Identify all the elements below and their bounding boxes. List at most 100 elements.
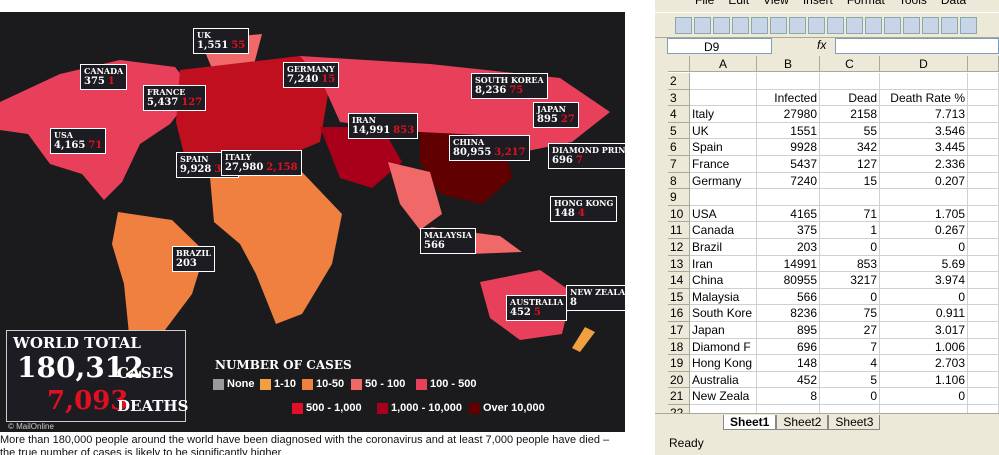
cell [968,322,999,339]
case-count: 8,236 [475,85,507,96]
cell: South Kore [690,305,757,322]
death-count: 55 [231,40,246,51]
formula-bar[interactable] [835,38,999,54]
country-label: BRAZIL 203 [172,246,215,272]
toolbar-button[interactable] [827,17,844,34]
cell: 3.546 [880,122,968,140]
toolbar-button[interactable] [770,17,787,34]
toolbar-button[interactable] [751,17,768,34]
cell [690,73,757,90]
death-count: 2,158 [266,162,298,173]
country-name: USA [54,130,73,140]
cell: 0 [880,288,968,306]
row-header: 16 [668,305,690,322]
count-row: 696 7 [552,155,625,166]
death-count: 127 [181,97,203,108]
cell: Brazil [690,239,757,256]
toolbar-button[interactable] [884,17,901,34]
cell: 9928 [757,139,820,156]
menu-item[interactable]: Data [940,0,967,7]
menu-item[interactable]: Insert [802,0,833,7]
cell: 1551 [757,122,820,140]
legend-label: 100 - 500 [430,378,477,390]
row-header: 13 [668,255,690,273]
world-total-title: WORLD TOTAL [13,334,141,352]
map-graphic: CANADA 375 1 UK 1,551 55 FRANCE 5,437 127 GERMANY… [0,12,625,432]
death-count: 27 [560,114,575,125]
count-row: 1,551 55 [197,40,245,51]
south-asia [388,162,442,230]
cell: 0 [820,239,880,256]
country-label: CANADA 375 1 [80,64,128,90]
row-header: 2 [668,73,690,90]
country-label: UK 1,551 55 [193,28,250,54]
menu-item[interactable]: Tools [898,0,927,7]
legend-swatch [213,378,224,390]
cell: Diamond F [690,338,757,356]
sheet-tab[interactable]: Sheet3 [828,415,881,430]
cell [968,222,999,239]
legend-label: None [227,378,255,390]
cell: 1.106 [880,371,968,389]
name-box[interactable]: D9 [667,38,772,54]
toolbar-button[interactable] [808,17,825,34]
legend-item: 500 - 1,000 [292,402,362,414]
toolbar-button[interactable] [675,17,692,34]
toolbar-button[interactable] [922,17,939,34]
toolbar-button[interactable] [694,17,711,34]
toolbar-button[interactable] [941,17,958,34]
case-count: 80,955 [453,147,492,158]
menu-item[interactable]: Edit [728,0,750,7]
row-header: 6 [668,139,690,156]
menu-item[interactable]: View [763,0,789,7]
menu-item[interactable]: Format [846,0,885,7]
caption: More than 180,000 people around the worl… [0,434,610,455]
toolbar-button[interactable] [960,17,977,34]
cell: 0 [820,288,880,306]
legend-label: Over 10,000 [483,402,545,414]
cell [968,272,999,289]
cell: Infected [757,89,820,107]
toolbar-button[interactable] [903,17,920,34]
cell [968,172,999,190]
sheet-tab[interactable]: Sheet2 [776,415,829,430]
legend-label: 1,000 - 10,000 [391,402,462,414]
cell: 5 [820,371,880,389]
legend-swatch [260,378,271,390]
country-name: JAPAN [537,104,566,114]
cell: 3.445 [880,139,968,156]
cell [690,89,757,107]
toolbar-button[interactable] [732,17,749,34]
sheet-tab[interactable]: Sheet1 [723,415,777,430]
legend-item: 100 - 500 [416,378,476,390]
cell: 853 [820,255,880,273]
toolbar-button[interactable] [865,17,882,34]
cell: 8236 [757,305,820,322]
case-count: 375 [84,76,105,87]
cell: 27980 [757,106,820,123]
country-name: IRAN [352,115,376,125]
cell: 2.336 [880,156,968,173]
row-header: 18 [668,338,690,356]
row-header: 15 [668,288,690,306]
legend-swatch [377,402,388,414]
cell: 7.713 [880,106,968,123]
middle-east [320,127,402,188]
menu-item[interactable]: File [695,0,715,7]
cell: 895 [757,322,820,339]
column-header: C [820,56,880,72]
cell [968,371,999,389]
cell: USA [690,205,757,223]
country-name: DIAMOND PRINCESS [552,145,625,155]
cell: 127 [820,156,880,173]
legend-label: 50 - 100 [365,378,406,390]
toolbar-button[interactable] [846,17,863,34]
toolbar-button[interactable] [713,17,730,34]
count-row: 14,991 853 [352,125,414,136]
case-count: 203 [176,258,197,269]
sheet-tabs: Sheet1 Sheet2 Sheet3 [655,413,999,431]
legend-swatch [416,378,427,390]
toolbar-button[interactable] [789,17,806,34]
legend-label: 10-50 [316,378,345,390]
cell [880,73,968,90]
